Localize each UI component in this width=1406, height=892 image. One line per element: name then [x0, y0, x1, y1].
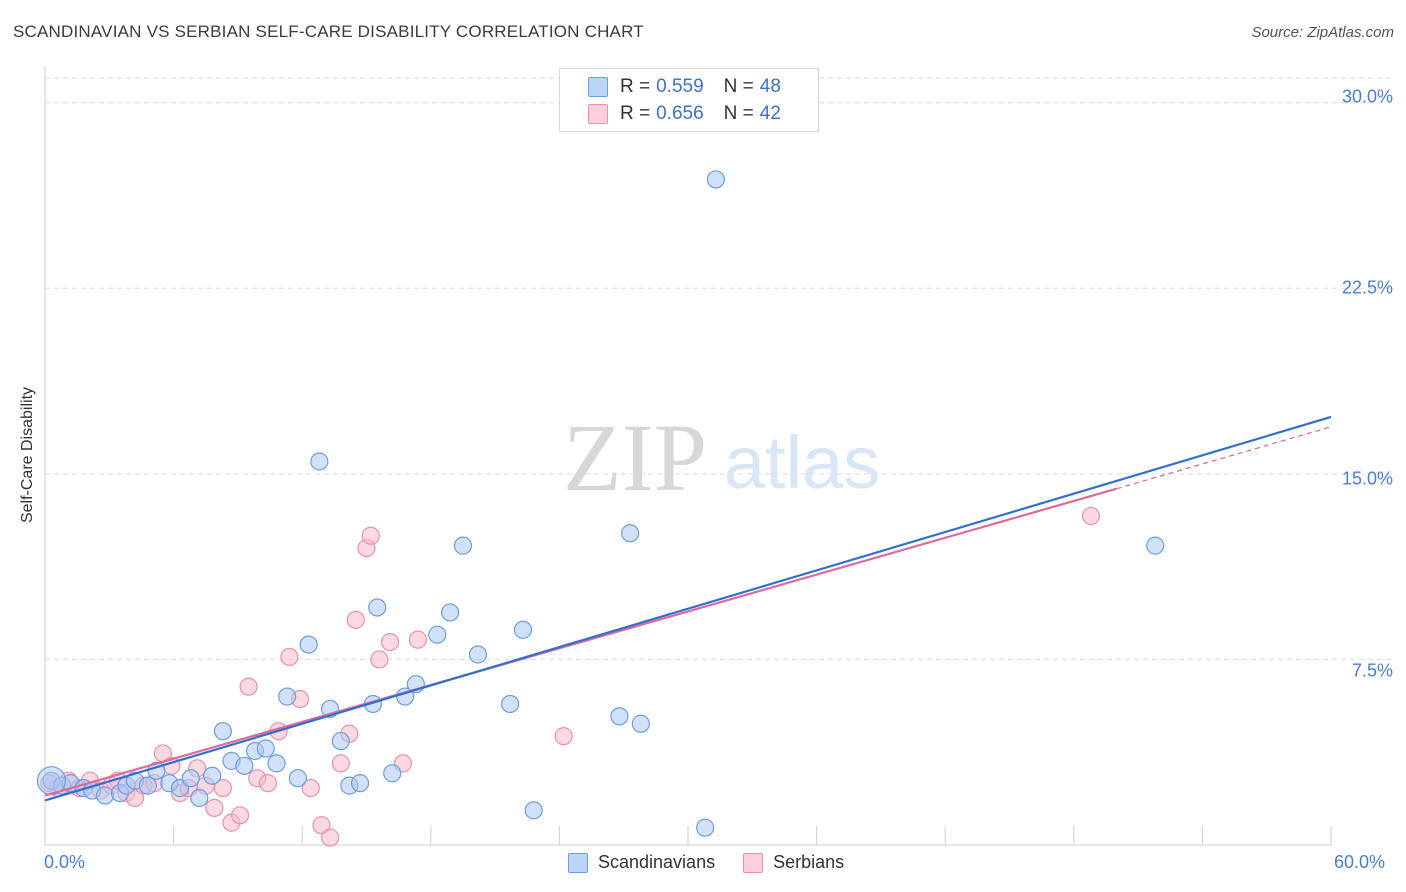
scandinavian-point [190, 788, 209, 808]
scandinavian-point [1146, 536, 1165, 555]
legend-n-value-serbians: 42 [759, 103, 781, 124]
serbian-point [280, 647, 299, 667]
legend-n-label: N = [723, 103, 754, 124]
scandinavian-point [440, 603, 460, 622]
serbian-point [380, 633, 400, 652]
serbian-point [370, 650, 389, 669]
series-legend-scandinavians[interactable]: Scandinavians [568, 852, 715, 873]
legend-row-scandinavians: R = 0.559 N = 48 [588, 76, 781, 98]
serbian-point [320, 828, 340, 847]
serbian-point [361, 526, 380, 545]
y-tick-label-15: 15.0% [1341, 468, 1393, 489]
serbian-point [1081, 506, 1101, 526]
y-tick-label-7-5: 7.5% [1351, 660, 1393, 681]
scandinavian-point [288, 769, 308, 788]
series-label-scandinavians: Scandinavians [598, 852, 716, 872]
scandinavian-point [610, 707, 629, 726]
watermark: ZIP atlas [563, 404, 880, 511]
scandinavian-point [501, 694, 520, 714]
scandinavian-point [350, 774, 370, 793]
scandinavian-point [524, 801, 543, 820]
legend-swatch-scandinavians [588, 77, 608, 97]
legend-row-serbians: R = 0.656 N = 42 [588, 103, 781, 125]
trend-layer [44, 415, 1332, 802]
scandinavian-point [95, 786, 115, 805]
legend-swatch-serbians [588, 104, 608, 124]
y-axis-label: Self-Care Disability [19, 386, 36, 524]
scandinavian-point [138, 776, 157, 795]
series-legend: Scandinavians Serbians [568, 852, 872, 873]
x-tick-label-min: 0.0% [44, 852, 86, 872]
legend-r-label: R = [620, 103, 651, 124]
x-tick-label-max: 60.0% [1334, 852, 1386, 872]
scandinavian-trendline [44, 415, 1332, 802]
scandinavian-point [213, 722, 232, 741]
scandinavian-point [181, 769, 200, 788]
scandinavian-point [278, 687, 297, 706]
grid-layer [45, 77, 1392, 660]
series-swatch-serbians [743, 852, 764, 873]
series-label-serbians: Serbians [773, 852, 845, 872]
scandinavian-point [267, 754, 286, 773]
legend-r-label: R = [620, 76, 651, 97]
scandinavian-point [453, 536, 473, 555]
scandinavian-point [299, 635, 318, 654]
serbian-point [301, 778, 320, 798]
scandinavian-point [203, 766, 222, 785]
scandinavian-point [706, 170, 725, 189]
scandinavian-point [331, 731, 350, 751]
correlation-legend: R = 0.559 N = 48 R = 0.656 N = 42 [559, 68, 819, 132]
source-credit: Source: ZipAtlas.com [1251, 24, 1394, 41]
chart-title: SCANDINAVIAN VS SERBIAN SELF-CARE DISABI… [13, 22, 644, 41]
serbian-point [213, 778, 232, 798]
serbian-point [312, 816, 331, 835]
serbian-point [346, 610, 365, 629]
serbian-point [239, 677, 258, 696]
scandinavian-point [310, 452, 329, 471]
legend-r-value-serbians: 0.656 [656, 103, 704, 124]
scandinavian-point [235, 756, 254, 775]
y-tick-label-22-5: 22.5% [1341, 277, 1393, 298]
scandinavian-point [631, 714, 650, 733]
scandinavian-point [383, 764, 402, 783]
scandinavian-point [513, 620, 533, 639]
legend-n-label: N = [723, 76, 754, 97]
serbian-trendline [44, 487, 1117, 797]
scandinavian-point [696, 818, 715, 837]
watermark-atlas: atlas [724, 421, 880, 504]
y-tick-label-30: 30.0% [1341, 86, 1393, 107]
serbian-point [408, 630, 428, 649]
points-layer [36, 170, 1165, 847]
legend-n-value-scandinavians: 48 [759, 76, 781, 97]
serbian-trendline-extension [1116, 426, 1332, 490]
serbian-point [554, 727, 573, 746]
scandinavian-point [621, 524, 640, 543]
series-swatch-scandinavians [568, 852, 588, 873]
scandinavian-point [428, 625, 447, 644]
serbian-point [230, 806, 250, 825]
serbian-point [258, 774, 278, 793]
scandinavian-point [256, 739, 275, 758]
scandinavian-point [368, 598, 387, 617]
serbian-point [205, 798, 224, 817]
series-legend-serbians[interactable]: Serbians [743, 852, 844, 873]
serbian-point [331, 754, 350, 773]
scandinavian-point [468, 645, 488, 664]
axes-layer [44, 66, 1332, 846]
legend-r-value-scandinavians: 0.559 [656, 76, 704, 97]
watermark-zip: ZIP [563, 404, 707, 511]
